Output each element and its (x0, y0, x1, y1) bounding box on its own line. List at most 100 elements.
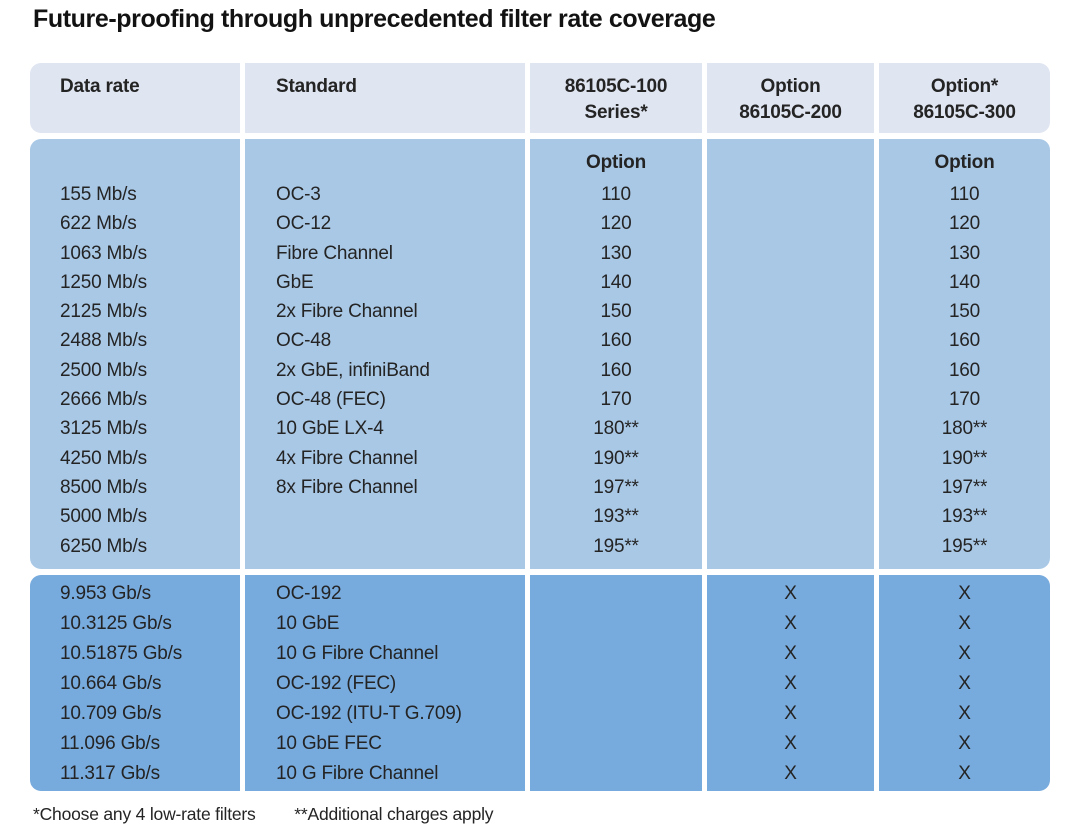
table-cell (530, 759, 702, 789)
column-option-100: Option 110 120 130 140 150 160 160 170 180** 190*… (530, 139, 702, 569)
table-cell: 4250 Mb/s (60, 447, 147, 469)
table-cell: X (784, 703, 797, 724)
table-cell: 110 (949, 184, 980, 205)
table-cell: Fibre Channel (276, 242, 393, 264)
table-cell (707, 473, 874, 502)
table-cell: 155 Mb/s (60, 184, 137, 205)
column-standard: OC-192 10 GbE 10 G Fibre Channel OC-192 (FE… (245, 575, 525, 791)
table-cell: 10 G Fibre Channel (276, 643, 439, 664)
table-cell: 130 (948, 242, 981, 264)
table-cell: 9.953 Gb/s (60, 583, 151, 604)
column-option-300: Option 110 120 130 140 150 160 160 170 180** 190*… (879, 139, 1050, 569)
table-cell: 11.096 Gb/s (60, 733, 160, 754)
header-label: 86105C-300 (913, 102, 1016, 123)
table-cell: 120 (600, 213, 632, 235)
table-cell: 10 GbE (276, 613, 340, 634)
table-cell: 140 (948, 271, 981, 293)
table-cell: 1063 Mb/s (60, 242, 147, 264)
table-cell (276, 502, 525, 531)
subheader-spacer (276, 149, 525, 180)
table-cell (276, 532, 525, 561)
table-cell (707, 180, 874, 209)
table-cell: 2488 Mb/s (60, 330, 147, 352)
header-label: Standard (276, 76, 357, 97)
table-cell: 2x Fibre Channel (276, 301, 418, 323)
table-cell: OC-48 (276, 330, 331, 352)
table-cell: 10 G Fibre Channel (276, 763, 439, 784)
table-cell: X (784, 643, 797, 664)
column-option-100 (530, 575, 702, 791)
table-cell: 10.51875 Gb/s (60, 643, 183, 664)
table-cell: OC-48 (FEC) (276, 389, 386, 411)
table-cell: OC-3 (276, 184, 321, 205)
table-cell (707, 209, 874, 238)
table-cell: X (958, 763, 971, 784)
column-standard: OC-3 OC-12 Fibre Channel GbE 2x Fibre Channe… (245, 139, 525, 569)
table-cell: 2x GbE, infiniBand (276, 359, 430, 381)
footnote-low-rate-filters: *Choose any 4 low-rate filters (33, 804, 256, 824)
table-cell: X (784, 583, 797, 604)
high-rate-section: 9.953 Gb/s 10.3125 Gb/s 10.51875 Gb/s 10.66… (30, 575, 1050, 791)
table-cell: X (958, 733, 971, 754)
table-cell (530, 579, 702, 609)
table-cell (707, 532, 874, 561)
table-cell: 140 (600, 271, 632, 293)
table-cell: X (958, 703, 971, 724)
header-label: Data rate (60, 76, 140, 97)
table-cell: 195** (593, 535, 639, 557)
table-cell: 4x Fibre Channel (276, 447, 418, 469)
table-cell: 180** (593, 418, 639, 440)
subheader-spacer (60, 149, 240, 180)
table-cell: 120 (948, 213, 981, 235)
header-cell-standard: Standard (245, 63, 525, 133)
table-cell: 170 (948, 389, 981, 411)
table-cell: 8500 Mb/s (60, 476, 147, 498)
page-title: Future-proofing through unprecedented fi… (33, 5, 716, 33)
table-cell: 197** (593, 476, 639, 498)
table-cell: GbE (276, 271, 314, 293)
table-cell: X (784, 763, 797, 784)
table-cell: 2125 Mb/s (60, 301, 147, 323)
table-cell: 10 GbE FEC (276, 733, 382, 754)
table-cell (707, 326, 874, 355)
table-cell: 193** (941, 506, 988, 528)
table-cell (530, 699, 702, 729)
filter-rate-table: Data rate Standard 86105C-100 Series* Op… (30, 63, 1050, 791)
table-cell: 197** (941, 476, 988, 498)
table-cell: 622 Mb/s (60, 213, 137, 235)
table-cell: OC-192 (FEC) (276, 673, 397, 694)
header-label: 86105C-100 (564, 76, 668, 97)
table-cell: X (958, 643, 971, 664)
table-cell: 195** (941, 535, 988, 557)
table-cell: 150 (600, 301, 632, 323)
table-cell: 3125 Mb/s (60, 418, 147, 440)
table-cell (707, 268, 874, 297)
table-cell (530, 639, 702, 669)
table-cell (707, 297, 874, 326)
table-cell (530, 669, 702, 699)
header-label: Series* (584, 102, 648, 123)
table-cell: X (958, 613, 971, 634)
column-data-rate: 155 Mb/s 622 Mb/s 1063 Mb/s 1250 Mb/s 2125 M… (30, 139, 240, 569)
table-cell: OC-12 (276, 213, 331, 235)
header-label: Option* (930, 76, 999, 97)
table-cell: 2666 Mb/s (60, 389, 147, 411)
table-cell: 160 (948, 359, 981, 381)
table-cell: OC-192 (ITU-T G.709) (276, 703, 462, 724)
table-cell: X (958, 583, 971, 604)
table-cell: 10.3125 Gb/s (60, 613, 172, 634)
table-header-row: Data rate Standard 86105C-100 Series* Op… (30, 63, 1050, 133)
table-cell (707, 356, 874, 385)
table-cell: 10.709 Gb/s (60, 703, 162, 724)
table-cell: 5000 Mb/s (60, 506, 147, 528)
table-cell: OC-192 (276, 583, 342, 604)
table-cell: 150 (948, 301, 981, 323)
column-data-rate: 9.953 Gb/s 10.3125 Gb/s 10.51875 Gb/s 10.66… (30, 575, 240, 791)
table-cell: 190** (941, 447, 988, 469)
table-cell: 180** (941, 418, 988, 440)
footnotes: *Choose any 4 low-rate filters **Additio… (33, 804, 494, 825)
table-cell: 193** (593, 506, 639, 528)
